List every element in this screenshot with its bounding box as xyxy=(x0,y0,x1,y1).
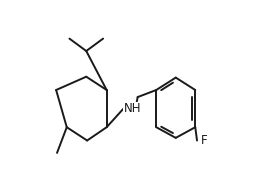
Text: NH: NH xyxy=(123,102,141,115)
Text: F: F xyxy=(201,134,207,147)
